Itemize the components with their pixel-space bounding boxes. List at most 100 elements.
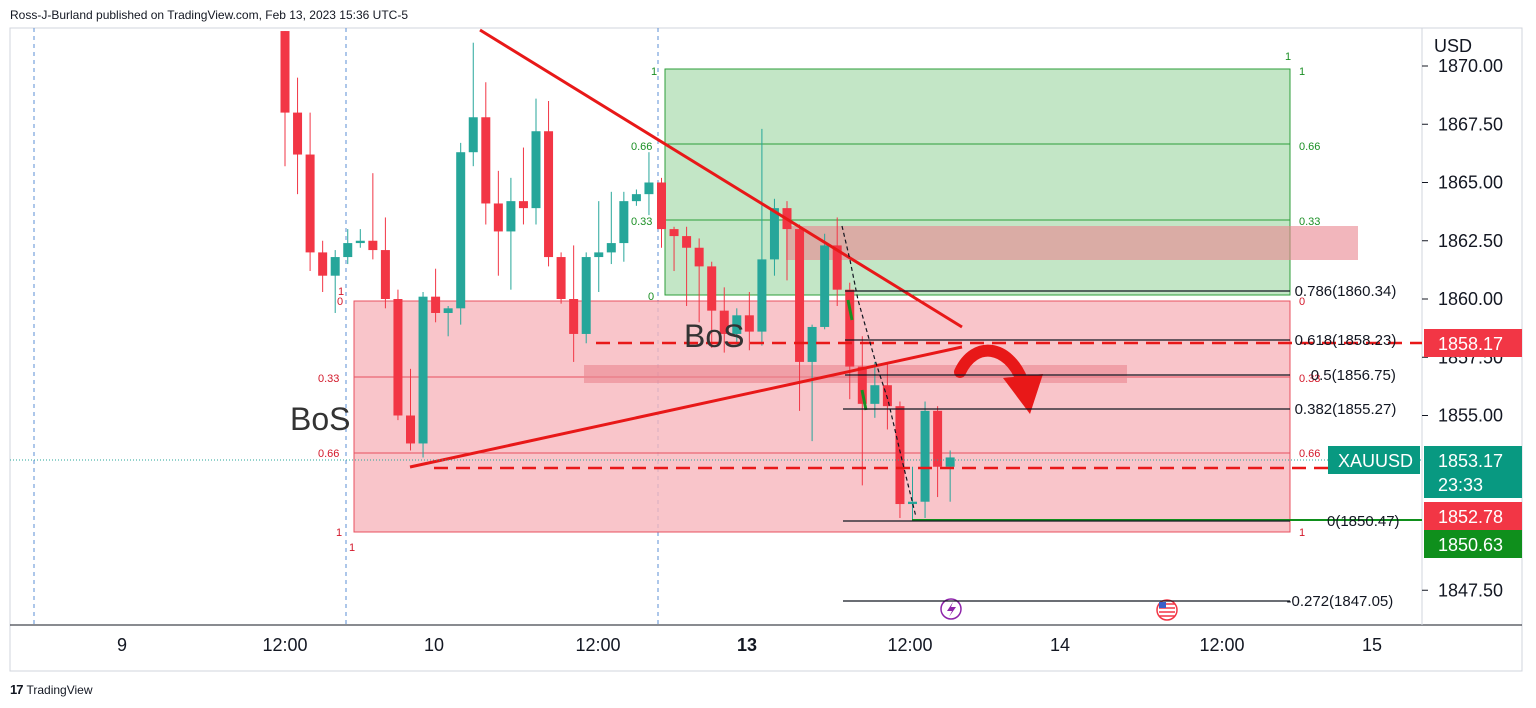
- candle: [280, 31, 290, 167]
- candle-body: [757, 259, 767, 332]
- candle-body: [845, 289, 855, 367]
- down-arrow-icon: [954, 344, 1028, 386]
- green-marker: [846, 299, 854, 321]
- down-arrow-head-icon: [1003, 374, 1043, 414]
- symbol-tag-bg: [1328, 446, 1420, 474]
- currency-label: USD: [1434, 36, 1472, 56]
- candle-body: [657, 182, 666, 230]
- candle-body: [694, 247, 704, 267]
- candle-body: [581, 257, 591, 334]
- candle-body: [531, 131, 541, 209]
- candle: [795, 224, 805, 411]
- candle: [832, 217, 842, 306]
- candle-body: [619, 201, 629, 244]
- candle: [481, 82, 491, 225]
- candle: [506, 177, 516, 290]
- fib-level-label: 0(1850.47): [1327, 513, 1400, 530]
- candle-body: [908, 501, 917, 505]
- candle-body: [518, 201, 528, 209]
- candle-body: [406, 415, 415, 444]
- x-tick-label: 12:00: [575, 635, 620, 655]
- candle: [669, 226, 679, 272]
- candle-body: [732, 315, 742, 334]
- candle-body: [280, 31, 290, 113]
- price-tags: 1858.17 XAUUSD 1853.17 23:33 1852.78 1850.63: [1328, 329, 1522, 558]
- x-tick-label: 12:00: [1199, 635, 1244, 655]
- red-zone-level-label: 0: [337, 296, 343, 308]
- candle: [456, 142, 466, 325]
- candle-body: [506, 201, 516, 232]
- fib-level-label: 0.618(1858.23): [1295, 332, 1397, 349]
- candle-body: [418, 296, 428, 444]
- price-tag-bg: [1424, 530, 1522, 558]
- green-zone-level-label: 0.33: [1299, 216, 1320, 228]
- red-zone-level-label: 0.33: [318, 373, 339, 385]
- red-zone-level-label: 0.33: [1299, 373, 1320, 385]
- tradingview-logo-icon: 17: [10, 682, 24, 697]
- candle: [945, 450, 955, 502]
- candle: [707, 261, 717, 348]
- candle-body: [443, 308, 453, 313]
- bos-label: BoS: [684, 318, 744, 354]
- candle-body: [330, 257, 340, 276]
- price-tag: 1852.78: [1424, 502, 1522, 530]
- candle: [393, 289, 403, 421]
- candle-body: [870, 385, 880, 404]
- price-tag: 1850.63: [1424, 530, 1522, 558]
- candle: [493, 170, 503, 276]
- red-zone-level-label: 1: [336, 527, 342, 539]
- flag-canton: [1159, 602, 1166, 608]
- candle-body: [556, 257, 566, 299]
- price-tag-bg: [1424, 446, 1522, 498]
- candle: [820, 233, 830, 330]
- candle: [380, 217, 390, 309]
- supply-zone: [584, 365, 1127, 383]
- x-tick-label: 12:00: [262, 635, 307, 655]
- candle-body: [481, 117, 491, 204]
- price-tag-value: 1853.17: [1438, 451, 1503, 471]
- candle: [594, 201, 604, 293]
- x-tick-label: 13: [737, 635, 757, 655]
- candle-body: [606, 243, 616, 253]
- candle: [518, 147, 528, 225]
- candle: [908, 466, 917, 521]
- candle: [368, 173, 378, 260]
- candle: [343, 229, 353, 265]
- candle-body: [493, 203, 503, 232]
- candle: [744, 292, 754, 351]
- green-zone-level-label: 1: [651, 66, 657, 78]
- candle-body: [682, 236, 692, 248]
- descending-trendline: [479, 28, 963, 329]
- candle: [531, 98, 541, 225]
- candle: [682, 226, 692, 306]
- candle-body: [544, 131, 554, 258]
- candle: [657, 177, 666, 248]
- green-zone-level-label: 1: [1285, 51, 1291, 63]
- x-tick-label: 9: [117, 635, 127, 655]
- y-tick-label: 1867.50: [1438, 114, 1503, 134]
- candle: [544, 100, 554, 267]
- candle-body: [569, 299, 579, 334]
- candle: [330, 250, 340, 313]
- bos-label: BoS: [290, 401, 350, 437]
- candle-body: [882, 385, 892, 407]
- candle: [468, 42, 478, 167]
- ascending-trendline: [409, 345, 963, 469]
- symbol-tag-label: XAUUSD: [1338, 451, 1413, 471]
- x-tick-label: 14: [1050, 635, 1070, 655]
- candle-body: [594, 252, 604, 258]
- x-tick-label: 10: [424, 635, 444, 655]
- fib-retracement: 0.786(1860.34) 0.618(1858.23) 0.5(1856.75)…: [843, 283, 1400, 610]
- candle-body: [832, 245, 842, 290]
- candle: [418, 292, 428, 458]
- footer-brand: TradingView: [26, 682, 93, 697]
- price-tag-bg: [1424, 329, 1522, 357]
- fib-level-label: 0.382(1855.27): [1295, 401, 1397, 418]
- y-tick-label: 1865.00: [1438, 173, 1503, 193]
- candle-body: [744, 315, 754, 332]
- red-zone-level-label: 1: [338, 286, 344, 298]
- candle: [807, 324, 817, 442]
- candle-body: [857, 366, 867, 404]
- fib-level-label: 0.5(1856.75): [1311, 367, 1396, 384]
